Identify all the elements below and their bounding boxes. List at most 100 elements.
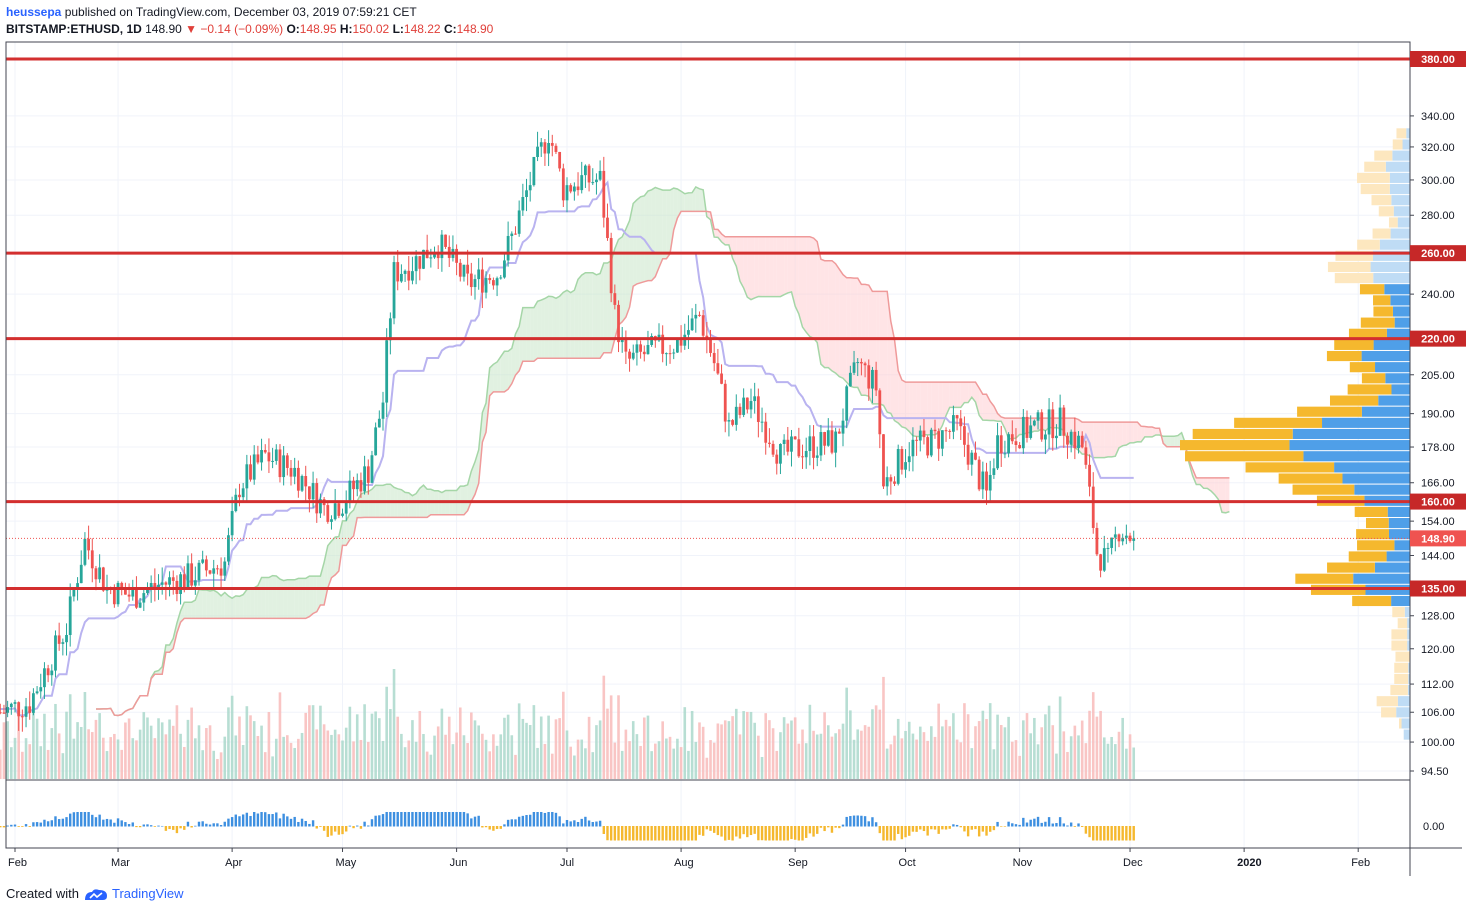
candle-body[interactable] [782, 439, 786, 445]
candle-body[interactable] [734, 406, 738, 425]
candle-body[interactable] [992, 468, 996, 475]
candle-body[interactable] [672, 352, 676, 354]
candle-body[interactable] [1077, 435, 1080, 449]
candle-body[interactable] [918, 430, 922, 441]
candle-body[interactable] [628, 351, 631, 359]
candle-body[interactable] [20, 716, 24, 718]
candle-body[interactable] [444, 234, 447, 247]
candle-body[interactable] [826, 430, 830, 446]
candle-body[interactable] [506, 235, 510, 261]
candlesticks[interactable] [0, 130, 1136, 732]
candle-body[interactable] [57, 635, 61, 644]
candle-body[interactable] [278, 449, 282, 478]
candle-body[interactable] [201, 559, 205, 563]
candle-body[interactable] [558, 151, 562, 169]
candle-body[interactable] [775, 454, 779, 464]
horizontal-levels[interactable] [6, 57, 1410, 591]
candle-body[interactable] [116, 582, 120, 605]
candle-body[interactable] [661, 334, 665, 354]
candle-body[interactable] [480, 269, 484, 293]
candle-body[interactable] [120, 582, 124, 590]
candle-body[interactable] [635, 344, 639, 353]
candle-body[interactable] [613, 293, 617, 305]
candle-body[interactable] [915, 439, 918, 441]
candle-body[interactable] [808, 436, 812, 452]
candle-body[interactable] [963, 426, 966, 445]
candle-body[interactable] [1091, 486, 1095, 528]
candle-body[interactable] [352, 480, 355, 490]
candle-body[interactable] [300, 476, 304, 491]
candle-body[interactable] [138, 602, 142, 608]
candle-body[interactable] [153, 583, 157, 588]
candle-body[interactable] [554, 145, 558, 152]
candle-body[interactable] [937, 431, 941, 449]
candle-body[interactable] [977, 459, 981, 490]
candle-body[interactable] [878, 390, 882, 435]
candle-body[interactable] [536, 146, 539, 157]
candle-body[interactable] [344, 502, 348, 514]
candle-body[interactable] [602, 170, 606, 218]
candle-body[interactable] [503, 260, 506, 278]
symbol-name[interactable]: BITSTAMP:ETHUSD, 1D [6, 22, 142, 36]
candle-body[interactable] [742, 397, 746, 415]
candle-body[interactable] [124, 589, 127, 595]
candle-body[interactable] [1084, 447, 1088, 465]
candle-body[interactable] [407, 270, 411, 281]
candle-body[interactable] [1124, 535, 1128, 538]
candle-body[interactable] [550, 143, 554, 146]
candle-body[interactable] [392, 262, 396, 319]
candle-body[interactable] [1007, 434, 1010, 454]
candle-body[interactable] [223, 561, 227, 576]
candle-body[interactable] [679, 339, 683, 346]
candle-body[interactable] [885, 477, 889, 487]
candle-body[interactable] [359, 480, 363, 492]
candle-body[interactable] [1066, 435, 1069, 445]
candle-body[interactable] [499, 277, 503, 279]
candle-body[interactable] [572, 186, 576, 192]
candle-body[interactable] [1014, 441, 1018, 446]
candle-body[interactable] [801, 456, 804, 458]
candle-body[interactable] [492, 280, 495, 286]
candle-body[interactable] [514, 233, 517, 235]
candle-body[interactable] [716, 363, 720, 374]
candle-body[interactable] [617, 304, 620, 343]
candle-body[interactable] [756, 396, 760, 422]
candle-body[interactable] [385, 340, 389, 403]
candle-body[interactable] [837, 431, 841, 434]
candle-body[interactable] [565, 185, 569, 201]
candle-body[interactable] [1110, 537, 1114, 548]
candle-body[interactable] [1088, 464, 1091, 487]
candle-body[interactable] [543, 142, 547, 154]
candle-body[interactable] [168, 577, 171, 585]
candle-body[interactable] [355, 480, 359, 490]
candle-body[interactable] [182, 574, 186, 588]
candle-body[interactable] [845, 386, 849, 421]
candle-body[interactable] [1080, 435, 1084, 448]
candle-body[interactable] [848, 372, 852, 387]
candle-body[interactable] [539, 142, 543, 147]
candle-body[interactable] [701, 315, 705, 336]
candle-body[interactable] [285, 455, 289, 468]
candle-body[interactable] [815, 455, 819, 458]
candle-body[interactable] [1021, 416, 1025, 449]
candle-body[interactable] [54, 635, 57, 671]
candle-body[interactable] [396, 262, 400, 282]
candle-body[interactable] [458, 262, 462, 277]
candle-body[interactable] [50, 670, 54, 676]
candle-body[interactable] [315, 483, 319, 514]
candle-body[interactable] [149, 583, 153, 589]
candle-body[interactable] [642, 351, 646, 355]
candle-body[interactable] [779, 444, 782, 464]
candle-body[interactable] [668, 353, 672, 355]
candle-body[interactable] [142, 593, 146, 603]
candle-body[interactable] [164, 582, 168, 585]
candle-body[interactable] [1032, 420, 1036, 426]
candle-body[interactable] [28, 706, 32, 713]
candle-body[interactable] [370, 455, 374, 483]
candle-body[interactable] [319, 499, 322, 514]
candle-body[interactable] [1010, 434, 1014, 442]
candle-body[interactable] [768, 442, 771, 444]
candle-body[interactable] [874, 369, 878, 391]
candle-body[interactable] [17, 702, 21, 717]
